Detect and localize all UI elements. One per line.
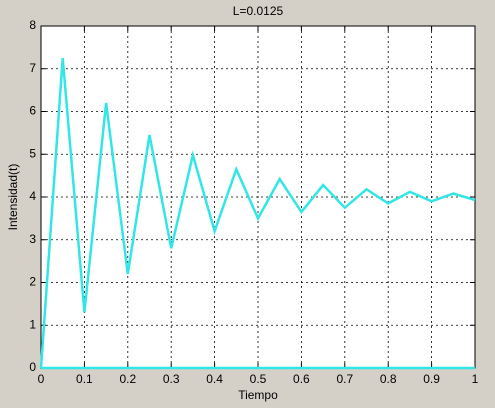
y-axis-label: Intensidad(t)	[6, 164, 20, 231]
x-tick-label: 0	[38, 372, 45, 386]
y-tick-label: 8	[29, 18, 36, 32]
y-tick-label: 4	[29, 189, 36, 203]
x-tick-label: 0.8	[380, 372, 397, 386]
x-tick-label: 0.5	[250, 372, 267, 386]
y-tick-label: 6	[29, 104, 36, 118]
x-tick-label: 0.3	[163, 372, 180, 386]
y-tick-label: 0	[29, 360, 36, 374]
x-tick-label: 0.4	[206, 372, 223, 386]
x-tick-label: 0.9	[423, 372, 440, 386]
x-tick-label: 0.2	[119, 372, 136, 386]
y-tick-label: 3	[29, 232, 36, 246]
y-tick-label: 2	[29, 275, 36, 289]
y-tick-label: 7	[29, 61, 36, 75]
x-tick-label: 0.1	[76, 372, 93, 386]
y-tick-label: 5	[29, 146, 36, 160]
chart-title: L=0.0125	[233, 4, 284, 18]
x-tick-label: 0.6	[293, 372, 310, 386]
x-axis-label: Tiempo	[238, 388, 278, 402]
data-line	[39, 57, 476, 369]
y-tick-label: 1	[29, 317, 36, 331]
x-tick-label: 0.7	[336, 372, 353, 386]
x-tick-label: 1	[472, 372, 479, 386]
